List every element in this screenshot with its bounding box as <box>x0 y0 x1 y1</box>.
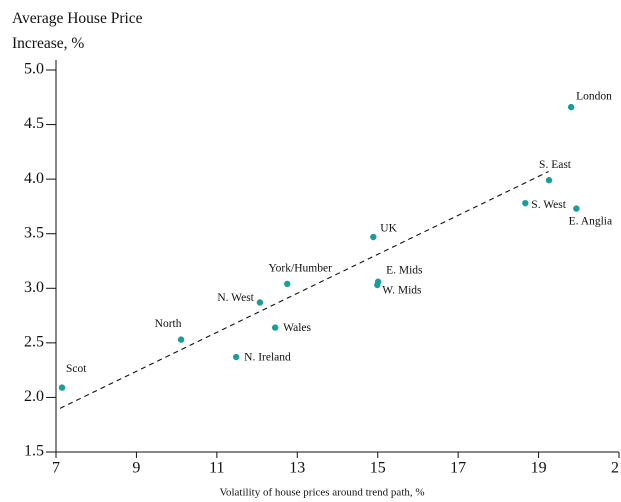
point-label: N. Ireland <box>244 352 291 364</box>
y-tick-label: 4.0 <box>24 170 44 187</box>
point <box>545 177 553 184</box>
trend-line <box>59 171 549 409</box>
point <box>567 103 575 111</box>
x-tick-label: 11 <box>209 460 224 477</box>
point-label: UK <box>380 223 397 235</box>
point <box>58 384 66 391</box>
point-label: North <box>155 318 182 330</box>
x-tick-label: 7 <box>52 460 60 477</box>
point <box>232 353 240 361</box>
x-tick-label: 17 <box>450 460 466 477</box>
point-label: York/Humber <box>269 263 333 275</box>
point-label: London <box>576 91 612 103</box>
x-tick-label: 19 <box>531 460 547 477</box>
point <box>573 205 580 212</box>
y-tick-label: 4.5 <box>24 115 44 132</box>
point <box>284 280 291 288</box>
x-tick-label: 21 <box>611 460 621 477</box>
y-tick-label: 2.5 <box>24 334 44 351</box>
y-tick-label: 5.0 <box>24 61 44 78</box>
y-tick-label: 2.0 <box>24 388 44 405</box>
point-label: Scot <box>66 363 87 375</box>
point-label: S. West <box>531 199 566 211</box>
point <box>177 336 185 343</box>
point <box>256 299 264 306</box>
point <box>370 233 377 241</box>
x-tick-label: 9 <box>132 460 140 477</box>
point <box>374 281 381 289</box>
y-tick-label: 1.5 <box>24 443 44 460</box>
x-tick-label: 13 <box>289 460 305 477</box>
point-label: W. Mids <box>382 285 422 297</box>
point-label: E. Mids <box>386 264 423 276</box>
y-tick-label: 3.5 <box>24 224 44 241</box>
point-label: N. West <box>217 292 254 304</box>
x-tick-label: 15 <box>370 460 386 477</box>
point-label: S. East <box>539 159 572 171</box>
point <box>271 324 279 331</box>
y-tick-label: 3.0 <box>24 279 44 296</box>
point-label: Wales <box>283 322 311 334</box>
point <box>522 199 529 207</box>
point-label: E. Anglia <box>569 215 612 227</box>
y-axis-label: Average House Price Increase, % <box>12 10 143 52</box>
x-axis-label: Volatility of house prices around trend … <box>219 487 424 499</box>
